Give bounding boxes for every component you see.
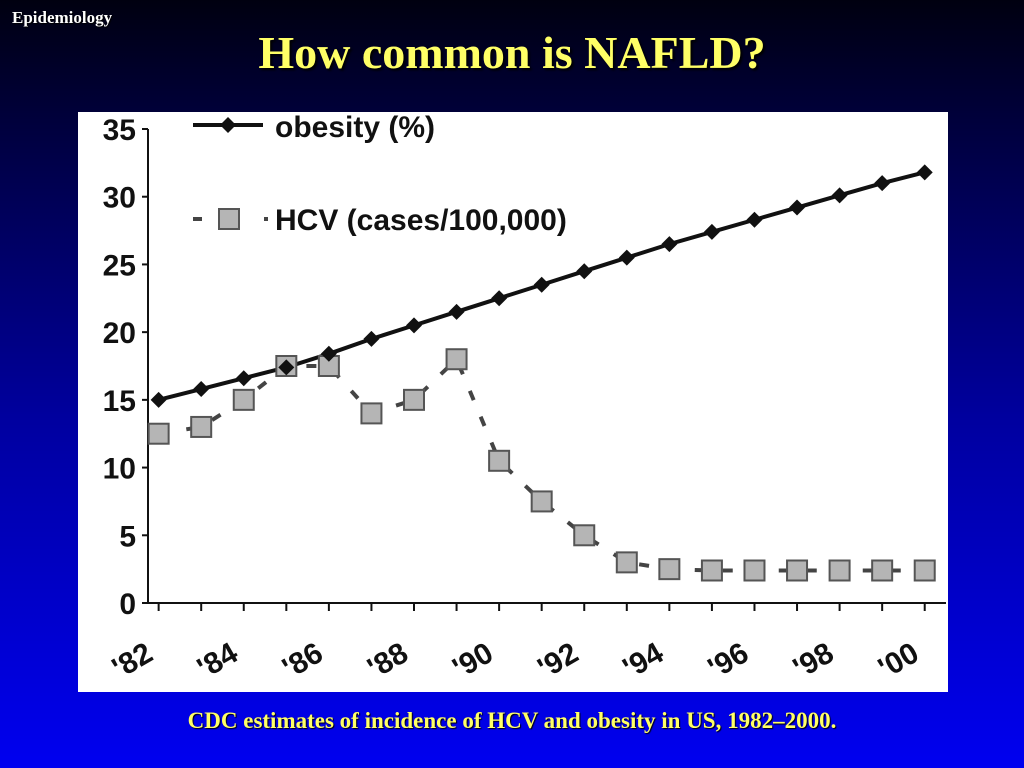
obesity-point <box>916 164 933 181</box>
hcv-point <box>445 348 468 371</box>
legend-hcv-marker <box>218 208 240 230</box>
hcv-point <box>488 449 511 472</box>
obesity-point <box>533 276 550 293</box>
x-tick-label: '94 <box>618 636 670 685</box>
obesity-point <box>618 249 635 266</box>
y-tick-label: 25 <box>103 249 136 282</box>
hcv-point <box>871 559 894 582</box>
hcv-point <box>743 559 766 582</box>
x-tick-label: '86 <box>277 636 329 685</box>
y-tick-label: 0 <box>119 588 136 621</box>
hcv-point <box>147 422 170 445</box>
obesity-point <box>235 370 252 387</box>
x-tick-label: '00 <box>873 636 925 685</box>
obesity-point <box>576 263 593 280</box>
obesity-point <box>320 345 337 362</box>
obesity-point <box>150 391 167 408</box>
y-tick-label: 35 <box>103 114 136 147</box>
legend-hcv-label: HCV (cases/100,000) <box>275 204 567 237</box>
x-tick-label: '84 <box>192 636 244 685</box>
obesity-point <box>406 317 422 334</box>
y-tick-label: 30 <box>103 182 136 215</box>
obesity-point <box>831 187 848 204</box>
hcv-point <box>786 559 809 582</box>
line-chart: 0 5 10 15 20 25 30 35 '82 '84 '86 '88 '90 '92 '94 '96 '9… <box>103 112 946 685</box>
obesity-point <box>874 175 891 192</box>
x-tick-label: '90 <box>447 636 499 685</box>
obesity-point <box>193 381 210 398</box>
obesity-point <box>789 199 806 216</box>
hcv-point <box>615 551 638 574</box>
slide-caption: CDC estimates of incidence of HCV and ob… <box>187 708 837 733</box>
y-tick-label: 20 <box>103 317 136 350</box>
obesity-point <box>363 330 380 347</box>
hcv-point <box>530 490 553 513</box>
legend-obesity-label: obesity (%) <box>275 112 435 144</box>
hcv-point <box>700 559 723 582</box>
x-tick-label: '96 <box>703 636 755 685</box>
obesity-point <box>703 223 720 240</box>
y-tick-label: 5 <box>119 520 136 553</box>
obesity-point <box>448 303 465 320</box>
hcv-point <box>913 559 936 582</box>
hcv-point <box>232 388 255 411</box>
y-tick-label: 15 <box>103 385 136 418</box>
obesity-point <box>491 290 508 307</box>
obesity-point <box>746 211 763 228</box>
hcv-point <box>573 524 596 547</box>
chart-panel: 0 5 10 15 20 25 30 35 '82 '84 '86 '88 '90 '92 '94 '96 '9… <box>78 112 948 692</box>
x-tick-label: '82 <box>107 636 159 685</box>
x-tick-label: '98 <box>788 636 840 685</box>
hcv-point <box>403 388 425 411</box>
hcv-point <box>658 558 681 581</box>
section-tag: Epidemiology <box>12 8 113 27</box>
slide-title: How common is NAFLD? <box>258 27 766 78</box>
legend-obesity-marker <box>220 117 236 133</box>
x-tick-label: '92 <box>532 636 584 685</box>
obesity-point <box>661 236 678 253</box>
y-tick-label: 10 <box>103 453 136 486</box>
hcv-point <box>360 402 383 425</box>
hcv-point <box>828 559 851 582</box>
hcv-point <box>190 415 213 438</box>
hcv-series-line <box>158 355 925 573</box>
obesity-point <box>278 359 295 376</box>
x-tick-label: '88 <box>362 636 414 685</box>
